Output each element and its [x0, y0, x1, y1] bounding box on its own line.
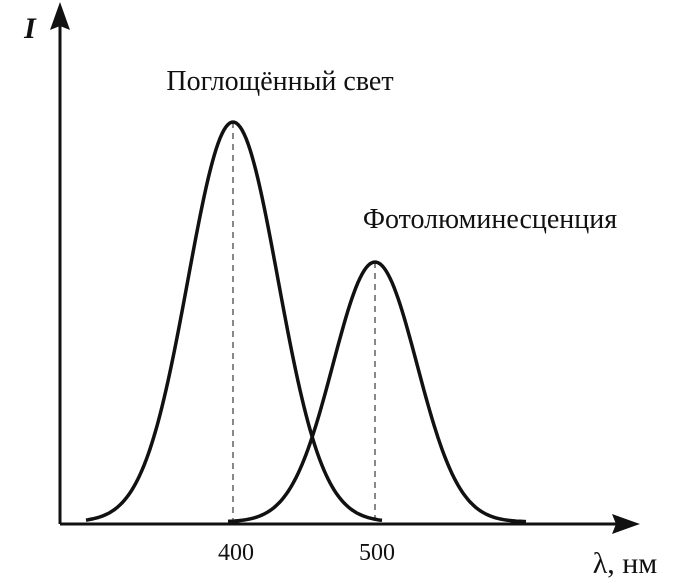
x-arrow [612, 514, 640, 534]
absorption-curve [85, 120, 383, 523]
x-axis-label: λ, нм [593, 547, 658, 580]
curve-label: Поглощённый свет [166, 66, 393, 97]
x-tick-label: 500 [359, 540, 395, 566]
x-tick-label: 400 [218, 540, 254, 566]
y-axis-label: I [23, 12, 37, 45]
emission-curve [227, 260, 527, 524]
y-arrow [50, 2, 70, 30]
curve-label: Фотолюминесценция [363, 204, 617, 235]
axes [58, 14, 628, 526]
